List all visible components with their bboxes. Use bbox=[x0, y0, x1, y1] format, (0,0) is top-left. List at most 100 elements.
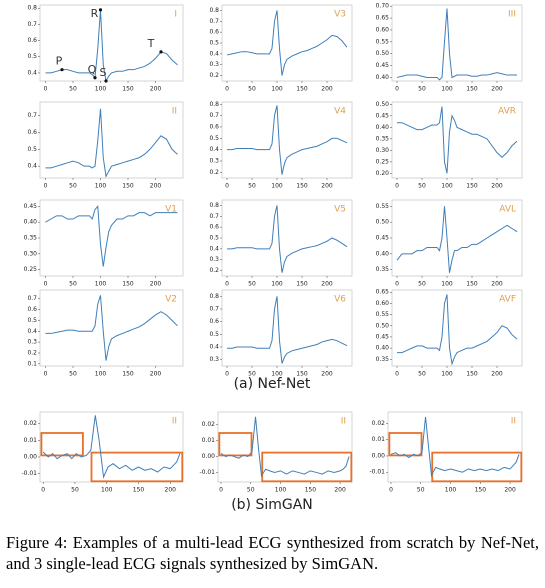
y-tick-label: 0.50 bbox=[376, 50, 390, 57]
x-tick-label: 50 bbox=[69, 86, 77, 93]
x-tick-label: 0 bbox=[44, 371, 48, 378]
lead-label: AVF bbox=[499, 295, 516, 305]
x-tick-label: 50 bbox=[248, 86, 256, 93]
y-tick-label: -0.01 bbox=[369, 469, 385, 476]
y-tick-label: 0.7 bbox=[209, 213, 219, 220]
x-tick-label: 200 bbox=[491, 371, 503, 378]
y-tick-label: 0.30 bbox=[376, 147, 390, 154]
y-tick-label: 0.7 bbox=[209, 306, 219, 313]
plot-frame bbox=[39, 101, 184, 179]
ecg-line bbox=[45, 108, 178, 178]
y-tick-label: 0.45 bbox=[376, 235, 390, 242]
panel: 0.2 0.3 0.4 0.5 0.6 0.7 0.8 0 50 100 150 200 V4 bbox=[209, 101, 353, 190]
x-tick-label: 50 bbox=[69, 183, 77, 190]
y-tick-label: 0.4 bbox=[27, 163, 37, 170]
x-tick-label: 100 bbox=[95, 86, 107, 93]
lead-label: II bbox=[511, 417, 516, 427]
highlight-box bbox=[40, 432, 84, 457]
plot-frame bbox=[391, 4, 523, 82]
y-tick-label: 0.45 bbox=[376, 62, 390, 69]
x-tick-label: 0 bbox=[389, 487, 393, 494]
x-tick-label: 100 bbox=[445, 487, 457, 494]
x-tick-label: 0 bbox=[44, 86, 48, 93]
y-tick-label: 0.4 bbox=[209, 344, 219, 351]
y-tick-label: 0.6 bbox=[209, 123, 219, 130]
x-tick-label: 200 bbox=[150, 281, 162, 288]
x-tick-label: 100 bbox=[271, 183, 283, 190]
x-tick-label: 50 bbox=[69, 281, 77, 288]
plot-frame bbox=[39, 411, 184, 483]
x-tick-label: 0 bbox=[225, 183, 229, 190]
x-tick-label: 150 bbox=[466, 183, 478, 190]
x-tick-label: 150 bbox=[296, 281, 308, 288]
y-tick-label: 0.6 bbox=[209, 29, 219, 36]
y-tick-label: 0.01 bbox=[372, 436, 386, 443]
y-tick-label: 0.55 bbox=[376, 203, 390, 210]
y-tick-label: 0.65 bbox=[376, 289, 390, 296]
ecg-line bbox=[396, 8, 517, 81]
y-tick-label: -0.01 bbox=[199, 469, 215, 476]
y-tick-label: 0.6 bbox=[27, 37, 37, 44]
x-tick-label: 50 bbox=[248, 281, 256, 288]
y-tick-label: 0.2 bbox=[27, 349, 37, 356]
y-tick-label: 0.55 bbox=[376, 38, 390, 45]
ecg-line bbox=[45, 9, 178, 83]
x-tick-label: 0 bbox=[225, 281, 229, 288]
y-tick-label: -0.01 bbox=[21, 470, 37, 477]
y-tick-label: 0.35 bbox=[376, 135, 390, 142]
x-tick-label: 0 bbox=[44, 183, 48, 190]
plot-frame bbox=[221, 4, 353, 82]
panel: 0.20 0.25 0.30 0.35 0.40 0.45 0.50 0 50 100 150 200… bbox=[376, 101, 523, 190]
highlight-box bbox=[218, 432, 253, 457]
x-tick-label: 150 bbox=[296, 86, 308, 93]
lead-label: V2 bbox=[165, 295, 177, 305]
x-tick-label: 200 bbox=[321, 281, 333, 288]
plot-frame bbox=[39, 199, 184, 277]
ecg-line bbox=[227, 205, 348, 273]
x-tick-label: 150 bbox=[305, 487, 317, 494]
y-tick-label: 0.00 bbox=[24, 454, 38, 461]
ecg-line bbox=[227, 105, 348, 175]
y-tick-label: 0.50 bbox=[376, 219, 390, 226]
panel: 0.35 0.40 0.45 0.50 0.55 0.60 0.65 0 50 100 150 200… bbox=[376, 289, 523, 378]
x-tick-label: 100 bbox=[441, 281, 453, 288]
y-tick-label: 0.2 bbox=[209, 169, 219, 176]
x-tick-label: 100 bbox=[95, 371, 107, 378]
x-tick-label: 0 bbox=[395, 371, 399, 378]
ecg-line bbox=[227, 296, 348, 364]
x-tick-label: 50 bbox=[69, 371, 77, 378]
x-tick-label: 100 bbox=[95, 281, 107, 288]
y-tick-label: 0.7 bbox=[209, 112, 219, 119]
x-tick-label: 50 bbox=[418, 371, 426, 378]
y-tick-label: 0.45 bbox=[376, 333, 390, 340]
y-tick-label: 0.70 bbox=[376, 3, 390, 10]
y-tick-label: 0.60 bbox=[376, 300, 390, 307]
y-tick-label: 0.5 bbox=[27, 53, 37, 60]
annotation-point bbox=[60, 68, 64, 72]
x-tick-label: 150 bbox=[466, 86, 478, 93]
y-tick-label: 0.2 bbox=[209, 72, 219, 79]
y-tick-label: 0.02 bbox=[372, 420, 386, 427]
x-tick-label: 150 bbox=[296, 371, 308, 378]
x-tick-label: 150 bbox=[475, 487, 487, 494]
y-tick-label: 0.5 bbox=[209, 331, 219, 338]
x-tick-label: 100 bbox=[101, 487, 113, 494]
y-tick-label: 0.6 bbox=[27, 306, 37, 313]
lead-label: II bbox=[172, 107, 177, 117]
highlight-box bbox=[388, 432, 423, 457]
x-tick-label: 150 bbox=[466, 281, 478, 288]
y-tick-label: 0.7 bbox=[27, 112, 37, 119]
y-tick-label: 0.5 bbox=[209, 40, 219, 47]
x-tick-label: 50 bbox=[248, 371, 256, 378]
x-tick-label: 50 bbox=[71, 487, 79, 494]
y-tick-label: 0.6 bbox=[209, 224, 219, 231]
ecg-line bbox=[42, 415, 181, 479]
ecg-line bbox=[397, 106, 518, 174]
x-tick-label: 0 bbox=[44, 281, 48, 288]
x-tick-label: 200 bbox=[321, 183, 333, 190]
x-tick-label: 150 bbox=[122, 183, 134, 190]
y-tick-label: 0.4 bbox=[209, 50, 219, 57]
y-tick-label: 0.50 bbox=[376, 101, 390, 108]
ecg-line bbox=[397, 294, 518, 366]
